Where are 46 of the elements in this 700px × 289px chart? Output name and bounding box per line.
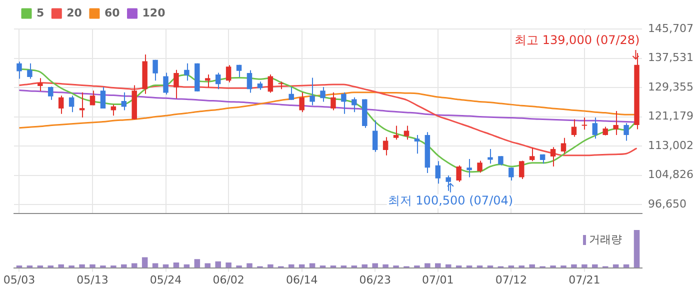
x-tick-label: 05/13: [76, 273, 108, 286]
x-tick-label: 06/23: [359, 273, 391, 286]
bar: [592, 264, 598, 268]
y-tick-label: 145,707: [648, 22, 694, 35]
legend-label: 거래량: [589, 232, 622, 246]
x-tick-label: 07/01: [422, 273, 454, 286]
x-tick-label: 06/14: [286, 273, 318, 286]
bar: [424, 263, 430, 268]
candlestick: [38, 78, 43, 92]
y-tick-label: 96,650: [648, 197, 686, 210]
bar: [142, 257, 148, 268]
x-tick-label: 07/21: [568, 273, 600, 286]
x-tick-label: 05/03: [3, 273, 36, 286]
bar: [79, 264, 85, 268]
bar: [58, 264, 64, 268]
bar: [215, 261, 221, 268]
bar: [268, 264, 274, 268]
legend-label: 60: [104, 6, 120, 20]
bar: [90, 264, 96, 268]
bar: [529, 264, 535, 268]
y-tick-label: 121,179: [648, 110, 694, 123]
annotation: 최저 100,500 (07/04): [388, 194, 514, 208]
bar: [571, 264, 577, 268]
x-tick-label: 07/12: [495, 273, 528, 286]
bar: [173, 262, 180, 268]
bar: [435, 263, 441, 268]
x-tick-label: 05/24: [150, 273, 182, 286]
bar: [634, 230, 640, 268]
legend-label: 120: [142, 6, 166, 20]
bar: [121, 264, 127, 268]
bar: [194, 259, 200, 268]
candlestick: [352, 96, 357, 113]
annotation: 최고 139,000 (07/28): [514, 33, 640, 48]
y-tick-label: 129,355: [648, 80, 694, 94]
x-tick-label: 06/02: [212, 273, 244, 286]
bar: [382, 264, 388, 268]
candlestick: [613, 110, 618, 136]
bar: [582, 264, 588, 268]
y-tick-label: 104,826: [648, 168, 694, 182]
legend-label: 5: [36, 6, 44, 20]
bar: [226, 262, 232, 268]
y-tick-label: 137,531: [648, 51, 694, 64]
bar: [246, 263, 252, 268]
y-tick-label: 113,002: [648, 138, 694, 152]
bar: [372, 263, 378, 268]
legend-label: 20: [66, 6, 82, 20]
